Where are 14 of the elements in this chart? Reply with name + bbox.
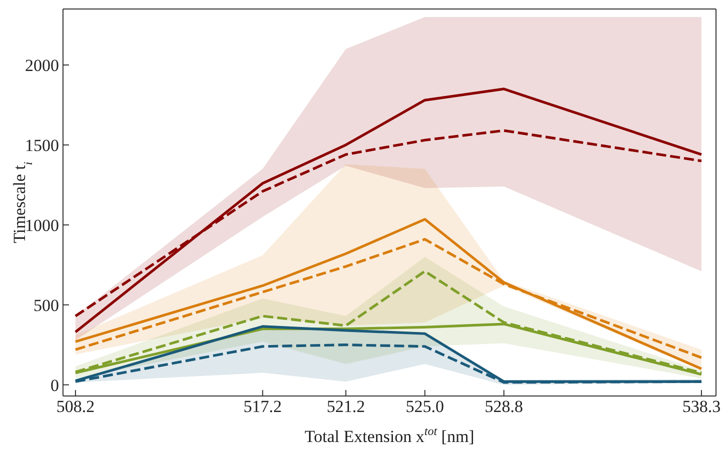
x-tick-label: 528.8 xyxy=(484,397,524,416)
y-tick-label: 2000 xyxy=(25,56,59,76)
line-series xyxy=(74,88,703,334)
y-tick-label: 1500 xyxy=(25,136,59,155)
x-tick-label: 517.2 xyxy=(244,397,282,416)
x-tick-label: 508.2 xyxy=(56,397,95,416)
y-tick-label: 1000 xyxy=(25,216,59,235)
y-tick-label: 500 xyxy=(34,296,59,315)
x-axis-title: Total Extension x$^{tot}$ [nm] xyxy=(304,424,474,446)
x-tick-label: 538.3 xyxy=(682,397,721,416)
x-tick-label: 521.2 xyxy=(326,397,365,416)
x-tick-label: 525.0 xyxy=(406,397,444,416)
line-series xyxy=(74,218,703,370)
y-tick-label: 0 xyxy=(50,376,59,395)
